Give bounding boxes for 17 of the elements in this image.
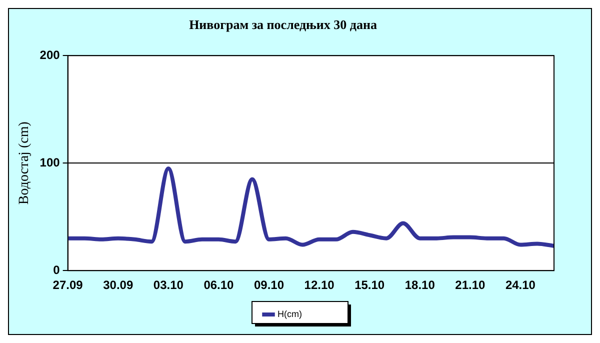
y-axis-title: Водостај (cm) [17, 121, 32, 205]
x-tick-label: 18.10 [404, 278, 436, 292]
x-tick-label: 30.09 [103, 278, 134, 292]
x-tick-label: 21.10 [455, 278, 486, 292]
y-tick-label: 100 [40, 155, 60, 170]
y-tick-label: 0 [53, 262, 60, 277]
y-tick-label: 200 [40, 48, 60, 62]
x-tick-label: 06.10 [204, 278, 234, 292]
x-tick-label: 12.10 [304, 278, 335, 292]
x-tick-label: 24.10 [505, 278, 536, 292]
x-tick-label: 27.09 [52, 278, 84, 292]
legend-label: H(cm) [278, 308, 302, 319]
line-series [66, 166, 556, 248]
chart-title: Нивограм за последњих 30 дана [189, 17, 378, 32]
x-tick-label: 09.10 [254, 278, 284, 292]
x-tick-label: 15.10 [354, 278, 385, 292]
x-tick-label: 03.10 [153, 278, 184, 292]
